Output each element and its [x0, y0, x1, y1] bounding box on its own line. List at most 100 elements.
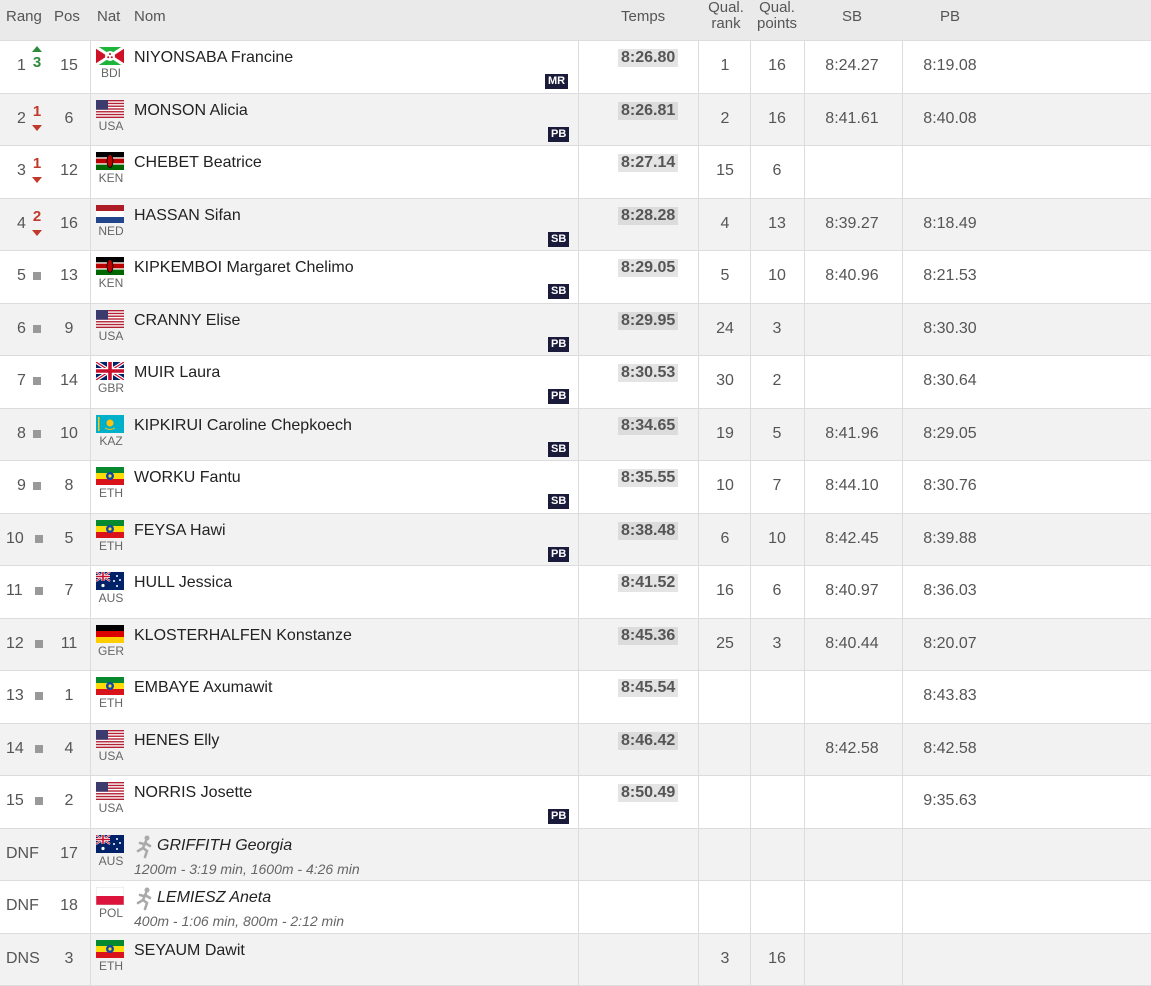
column-divider: [750, 881, 751, 933]
runner-icon: [135, 887, 155, 911]
athlete-name[interactable]: LEMIESZ Aneta: [157, 889, 271, 907]
column-divider: [698, 94, 699, 146]
qual-points: 16: [752, 57, 802, 75]
header-temps[interactable]: Temps: [621, 8, 665, 25]
athlete-name[interactable]: KIPKEMBOI Margaret Chelimo: [134, 259, 354, 277]
rank: 7: [17, 372, 26, 390]
personal-best: 8:43.83: [902, 687, 998, 705]
rank: 4: [17, 215, 26, 233]
column-divider: [804, 671, 805, 723]
header-qual-rank[interactable]: Qual. rank: [705, 0, 747, 32]
qual-rank: 16: [700, 582, 750, 600]
season-best: 8:39.27: [806, 215, 898, 233]
qual-rank: 25: [700, 635, 750, 653]
column-divider: [698, 304, 699, 356]
column-divider: [90, 304, 91, 356]
rank-unchanged-icon: [35, 745, 43, 753]
aus-flag-icon: [96, 572, 124, 590]
country-code: USA: [96, 119, 126, 133]
header-pb[interactable]: PB: [940, 8, 960, 25]
column-divider: [902, 934, 903, 986]
column-divider: [804, 41, 805, 93]
athlete-name[interactable]: SEYAUM Dawit: [134, 942, 245, 960]
result-time: 8:29.95: [618, 312, 678, 330]
qual-points: 13: [752, 215, 802, 233]
athlete-name[interactable]: MONSON Alicia: [134, 102, 248, 120]
qual-rank: 30: [700, 372, 750, 390]
column-divider: [804, 934, 805, 986]
season-best: 8:44.10: [806, 477, 898, 495]
start-position: 6: [58, 110, 80, 128]
athlete-name[interactable]: HASSAN Sifan: [134, 207, 241, 225]
athlete-name[interactable]: HENES Elly: [134, 732, 219, 750]
column-divider: [750, 41, 751, 93]
qual-points: 2: [752, 372, 802, 390]
column-divider: [750, 724, 751, 776]
athlete-name[interactable]: NIYONSABA Francine: [134, 49, 293, 67]
athlete-name[interactable]: MUIR Laura: [134, 364, 220, 382]
country-code: USA: [96, 749, 126, 763]
qual-rank: 19: [700, 425, 750, 443]
header-qual-points[interactable]: Qual. points: [752, 0, 802, 32]
athlete-name[interactable]: KIPKIRUI Caroline Chepkoech: [134, 417, 352, 435]
rank: 12: [6, 635, 24, 653]
country-code: USA: [96, 329, 126, 343]
header-sb[interactable]: SB: [842, 8, 862, 25]
rank: 6: [17, 320, 26, 338]
column-divider: [90, 671, 91, 723]
qual-points: 6: [752, 162, 802, 180]
country-code: KEN: [96, 276, 126, 290]
personal-best: 8:42.58: [902, 740, 998, 758]
column-divider: [90, 776, 91, 828]
result-time: 8:45.54: [618, 679, 678, 697]
column-divider: [90, 724, 91, 776]
header-nat[interactable]: Nat: [97, 8, 120, 25]
qual-points: 7: [752, 477, 802, 495]
country-code: ETH: [96, 486, 126, 500]
column-divider: [698, 199, 699, 251]
athlete-name[interactable]: NORRIS Josette: [134, 784, 252, 802]
column-divider: [578, 934, 579, 986]
country-code: ETH: [96, 959, 126, 973]
header-pos[interactable]: Pos: [54, 8, 80, 25]
rank: 5: [17, 267, 26, 285]
athlete-name[interactable]: HULL Jessica: [134, 574, 232, 592]
header-nom[interactable]: Nom: [134, 8, 166, 25]
column-divider: [90, 356, 91, 408]
column-divider: [804, 619, 805, 671]
column-divider: [698, 776, 699, 828]
header-rang[interactable]: Rang: [6, 8, 42, 25]
athlete-name[interactable]: FEYSA Hawi: [134, 522, 226, 540]
ken-flag-icon: [96, 257, 124, 275]
athlete-name[interactable]: CHEBET Beatrice: [134, 154, 262, 172]
record-badge: SB: [548, 494, 569, 509]
rank: DNF: [6, 897, 39, 915]
athlete-name[interactable]: WORKU Fantu: [134, 469, 241, 487]
athlete-name[interactable]: KLOSTERHALFEN Konstanze: [134, 627, 352, 645]
column-divider: [804, 199, 805, 251]
athlete-name[interactable]: CRANNY Elise: [134, 312, 240, 330]
personal-best: 8:36.03: [902, 582, 998, 600]
athlete-name[interactable]: GRIFFITH Georgia: [157, 837, 292, 855]
athlete-name[interactable]: EMBAYE Axumawit: [134, 679, 272, 697]
column-divider: [578, 724, 579, 776]
